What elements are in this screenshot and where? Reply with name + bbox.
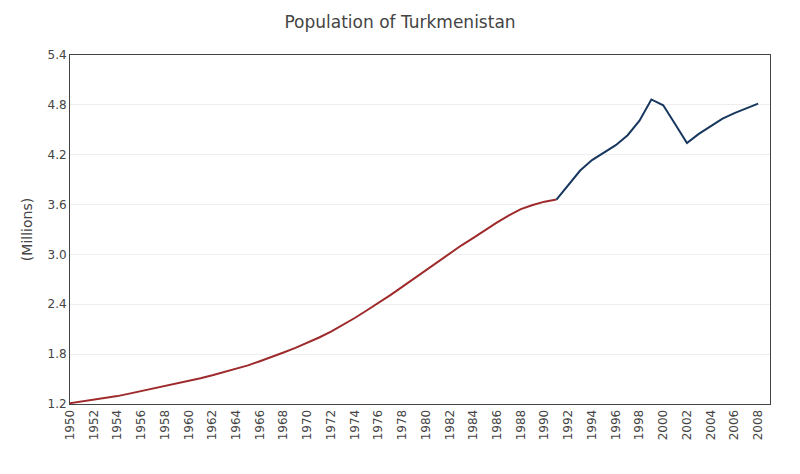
svg-text:1952: 1952 — [87, 410, 101, 441]
svg-text:1950: 1950 — [63, 410, 77, 441]
svg-text:1970: 1970 — [300, 410, 314, 441]
svg-text:1958: 1958 — [158, 410, 172, 441]
svg-text:1976: 1976 — [371, 410, 385, 441]
svg-text:3.0: 3.0 — [48, 248, 67, 262]
svg-text:(Millions): (Millions) — [19, 198, 35, 261]
svg-text:2008: 2008 — [751, 410, 765, 441]
svg-text:1972: 1972 — [324, 410, 338, 441]
svg-text:1990: 1990 — [537, 410, 551, 441]
svg-text:1988: 1988 — [514, 410, 528, 441]
svg-text:1982: 1982 — [443, 410, 457, 441]
svg-text:4.8: 4.8 — [48, 98, 67, 112]
svg-text:1966: 1966 — [253, 410, 267, 441]
svg-text:2.4: 2.4 — [48, 297, 67, 311]
svg-text:Population of Turkmenistan: Population of Turkmenistan — [284, 12, 515, 32]
svg-text:1960: 1960 — [182, 410, 196, 441]
svg-text:1974: 1974 — [348, 410, 362, 441]
svg-text:1954: 1954 — [110, 410, 124, 441]
svg-text:1996: 1996 — [609, 410, 623, 441]
svg-text:1992: 1992 — [561, 410, 575, 441]
svg-text:1980: 1980 — [419, 410, 433, 441]
svg-text:2002: 2002 — [680, 410, 694, 441]
svg-text:1956: 1956 — [134, 410, 148, 441]
svg-text:1984: 1984 — [466, 410, 480, 441]
svg-text:1994: 1994 — [585, 410, 599, 441]
svg-text:1964: 1964 — [229, 410, 243, 441]
svg-text:2000: 2000 — [656, 410, 670, 441]
svg-text:1986: 1986 — [490, 410, 504, 441]
svg-text:5.4: 5.4 — [48, 48, 67, 62]
svg-text:1968: 1968 — [276, 410, 290, 441]
svg-text:2004: 2004 — [704, 410, 718, 441]
svg-text:1962: 1962 — [205, 410, 219, 441]
svg-text:1.2: 1.2 — [48, 397, 67, 411]
svg-text:3.6: 3.6 — [48, 198, 67, 212]
svg-text:1.8: 1.8 — [48, 347, 67, 361]
svg-text:1998: 1998 — [632, 410, 646, 441]
svg-text:4.2: 4.2 — [48, 148, 67, 162]
svg-text:2006: 2006 — [727, 410, 741, 441]
svg-text:1978: 1978 — [395, 410, 409, 441]
